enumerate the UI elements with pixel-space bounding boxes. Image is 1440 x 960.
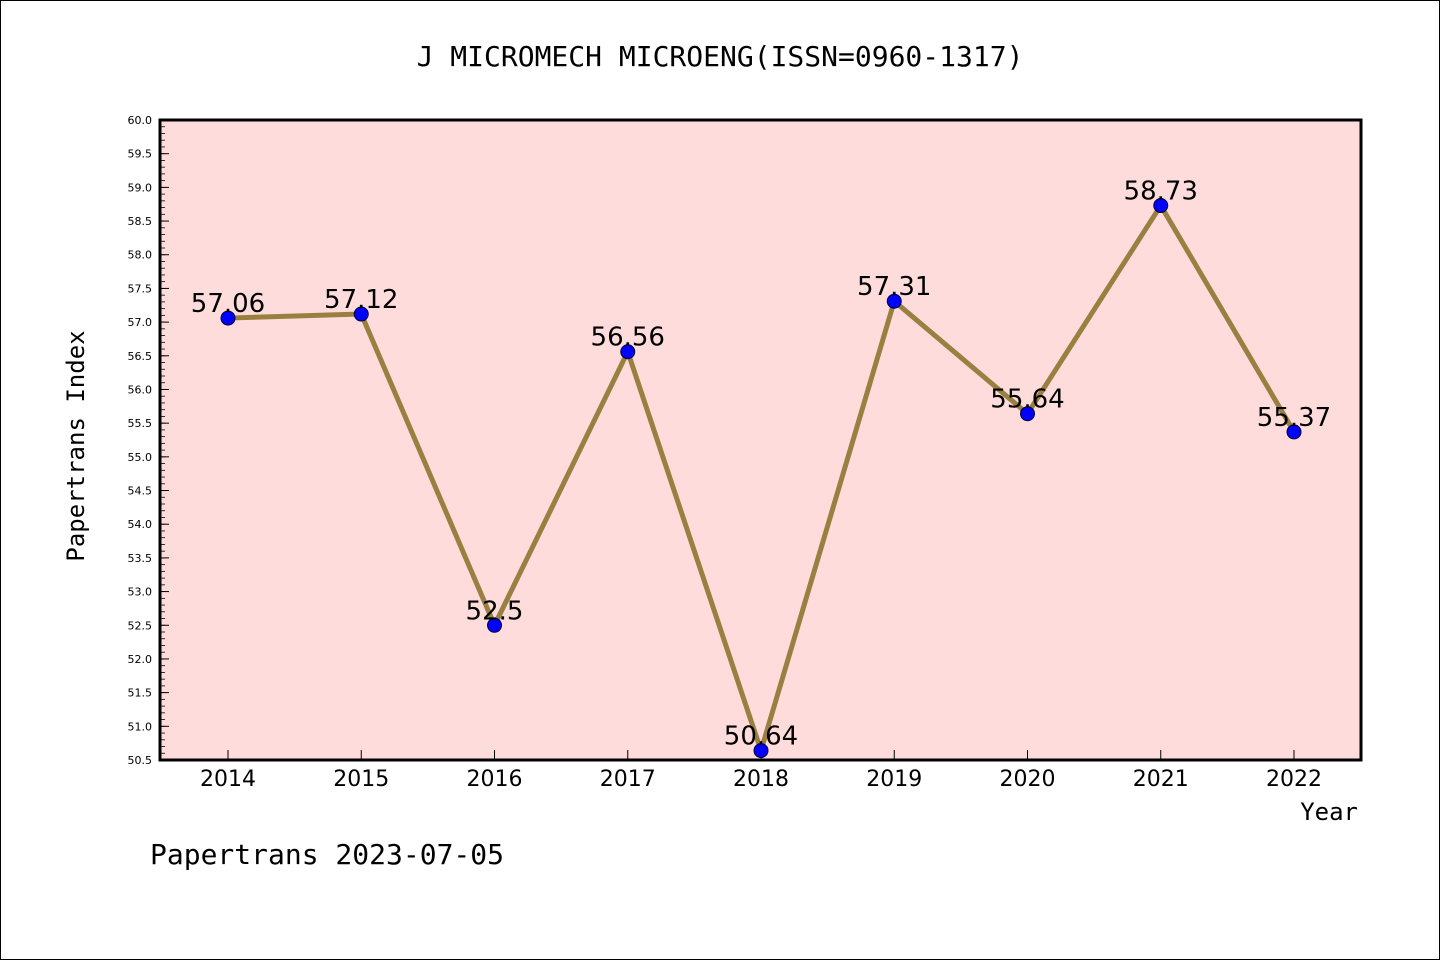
x-tick-label: 2020: [1000, 767, 1056, 792]
data-label-2014: 57.06: [191, 289, 265, 319]
y-tick-label: 54.5: [128, 485, 153, 498]
footer-text: Papertrans 2023-07-05: [150, 838, 504, 871]
data-point-2019: [886, 293, 902, 309]
x-tick-label: 2018: [733, 767, 789, 792]
x-tick-label: 2022: [1266, 767, 1322, 792]
x-tick-label: 2019: [866, 767, 922, 792]
y-tick-label: 51.5: [128, 687, 153, 700]
x-tick-label: 2016: [467, 767, 523, 792]
x-axis-label: Year: [1300, 798, 1358, 826]
data-point-2014: [220, 310, 236, 326]
data-label-2022: 55.37: [1257, 403, 1331, 433]
x-axis-ticks: 2014 2015 2016 2017 2018 2019 2020 2021 2022: [200, 750, 1322, 792]
x-tick-label: 2014: [200, 767, 256, 792]
y-tick-label: 60.0: [128, 114, 153, 127]
y-tick-label: 57.5: [128, 282, 153, 295]
data-point-2018: [753, 743, 769, 759]
data-label-2021: 58.73: [1124, 177, 1198, 207]
y-tick-label: 58.5: [128, 215, 153, 228]
y-tick-label: 52.5: [128, 619, 153, 632]
data-label-2018: 50.64: [724, 722, 798, 752]
y-tick-label: 55.5: [128, 417, 153, 430]
y-tick-label: 54.0: [128, 518, 153, 531]
data-label-2019: 57.31: [857, 272, 931, 302]
y-tick-label: 52.0: [128, 653, 153, 666]
chart-title: J MICROMECH MICROENG(ISSN=0960-1317): [417, 40, 1024, 73]
data-point-2016: [487, 617, 502, 633]
y-tick-label: 50.5: [128, 754, 153, 767]
data-label-2015: 57.12: [324, 285, 398, 315]
y-tick-label: 56.5: [128, 350, 153, 363]
y-tick-label: 59.0: [128, 181, 153, 194]
y-tick-label: 55.0: [128, 451, 153, 464]
data-label-2016: 52.5: [466, 596, 524, 626]
y-tick-label: 59.5: [128, 148, 153, 161]
y-tick-label: 57.0: [128, 316, 153, 329]
y-tick-label: 51.0: [128, 720, 153, 733]
x-tick-label: 2015: [333, 767, 389, 792]
y-tick-label: 56.0: [128, 383, 153, 396]
x-tick-label: 2017: [600, 767, 656, 792]
y-axis-label: Papertrans Index: [62, 330, 90, 561]
y-tick-label: 53.0: [128, 586, 153, 599]
data-point-2015: [353, 306, 369, 322]
data-point-2022: [1286, 424, 1302, 440]
data-point-2021: [1153, 198, 1169, 214]
y-tick-label: 58.0: [128, 249, 153, 262]
data-label-2020: 55.64: [990, 385, 1064, 415]
x-tick-label: 2021: [1133, 767, 1189, 792]
data-point-2020: [1020, 406, 1035, 422]
plot-area: [160, 120, 1361, 760]
data-label-2017: 56.56: [591, 323, 665, 353]
data-labels: 57.06 57.12 52.5 56.56 50.64 57.31 55.64 58.73 5…: [191, 177, 1331, 752]
data-point-2017: [620, 344, 636, 360]
data-points: [220, 198, 1302, 759]
y-tick-label: 53.5: [128, 552, 153, 565]
plot-border: [158, 118, 1363, 762]
